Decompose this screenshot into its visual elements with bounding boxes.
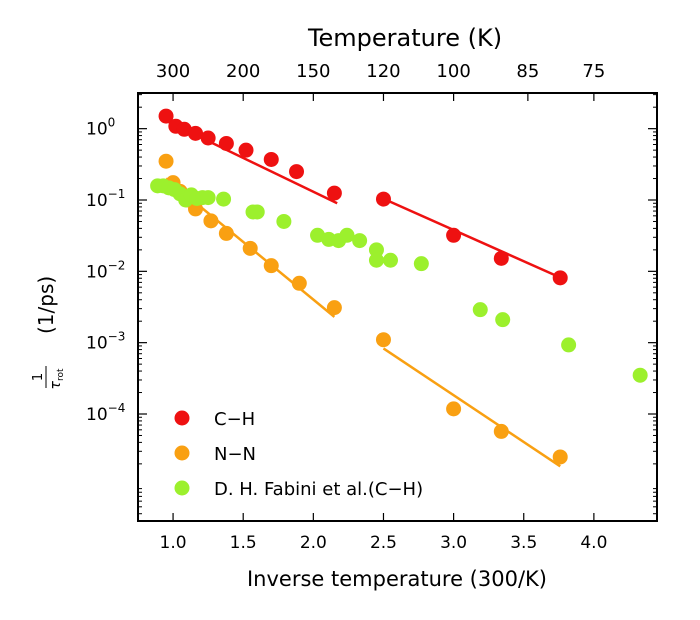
y-tick-label: 100 <box>86 116 115 140</box>
data-point-s0-13 <box>552 270 568 286</box>
data-point-s2-13 <box>276 213 292 229</box>
top-tick-label: 75 <box>582 61 605 82</box>
legend-label: N−N <box>214 444 256 465</box>
data-point-s1-6 <box>218 225 234 241</box>
data-point-s0-7 <box>263 151 279 167</box>
y-label-units: (1/ps) <box>34 276 58 334</box>
data-point-s1-8 <box>263 258 279 274</box>
data-point-s1-14 <box>552 449 568 465</box>
data-point-s1-0 <box>158 153 174 169</box>
data-point-s1-13 <box>493 423 509 439</box>
data-point-s2-10 <box>216 191 232 207</box>
plot-area <box>137 92 658 522</box>
y-tick-label: 10−3 <box>86 330 125 354</box>
data-point-s1-5 <box>203 213 219 229</box>
data-point-s2-24 <box>495 312 511 328</box>
data-point-s2-12 <box>249 204 265 220</box>
data-point-s2-17 <box>339 227 355 243</box>
data-point-s2-19 <box>368 242 384 258</box>
legend-label: D. H. Fabini et al.(C−H) <box>214 479 423 500</box>
data-point-s1-12 <box>446 401 462 417</box>
data-point-s0-0 <box>158 108 174 124</box>
data-point-s2-21 <box>382 252 398 268</box>
top-tick-label: 300 <box>156 61 190 82</box>
data-point-s0-10 <box>375 191 391 207</box>
top-tick-label: 150 <box>296 61 330 82</box>
x-tick-label: 3.5 <box>510 533 537 553</box>
data-point-s1-11 <box>375 332 391 348</box>
x-tick-label: 3.0 <box>440 533 467 553</box>
y-tick-label: 10−2 <box>86 258 125 282</box>
data-point-s2-20 <box>368 252 384 268</box>
x-tick-label: 2.0 <box>300 533 327 553</box>
data-point-s0-12 <box>493 250 509 266</box>
legend: C−H N−N D. H. Fabini et al.(C−H) <box>174 409 423 500</box>
y-label-denominator: τrot <box>48 368 66 389</box>
x-axis: 1.0 1.5 2.0 2.5 3.0 3.5 4.0 <box>160 513 607 553</box>
x-tick-label: 4.0 <box>580 533 607 553</box>
x-tick-label: 1.0 <box>160 533 187 553</box>
data-point-s1-10 <box>326 300 342 316</box>
data-point-s0-9 <box>326 185 342 201</box>
data-point-s2-25 <box>561 337 577 353</box>
legend-label: C−H <box>214 409 255 430</box>
top-axis: 300 200 150 120 100 85 75 <box>156 61 605 101</box>
y-label-numerator: 1 <box>31 373 46 381</box>
data-point-s2-23 <box>472 302 488 318</box>
top-tick-label: 85 <box>516 61 539 82</box>
data-point-s0-4 <box>200 130 216 146</box>
data-point-s0-8 <box>289 164 305 180</box>
legend-marker <box>174 445 190 461</box>
y-tick-label: 10−1 <box>86 187 125 211</box>
data-points <box>150 108 648 465</box>
x-tick-label: 1.5 <box>230 533 257 553</box>
legend-marker <box>174 410 190 426</box>
data-point-s2-18 <box>352 233 368 249</box>
data-point-s1-7 <box>242 240 258 256</box>
x-tick-label: 2.5 <box>370 533 397 553</box>
legend-marker <box>174 480 190 496</box>
top-axis-label: Temperature (K) <box>307 24 502 52</box>
top-tick-label: 100 <box>436 61 470 82</box>
fit-line-s0-1 <box>382 197 561 279</box>
y-tick-label: 10−4 <box>86 401 125 425</box>
fit-line-s1-1 <box>382 347 561 468</box>
data-point-s2-22 <box>413 256 429 272</box>
y-axis-label: 1 τrot (1/ps) <box>31 276 66 390</box>
data-point-s2-26 <box>632 367 648 383</box>
data-point-s0-6 <box>238 142 254 158</box>
data-point-s0-5 <box>218 135 234 151</box>
top-tick-label: 200 <box>226 61 260 82</box>
data-point-s0-11 <box>446 227 462 243</box>
data-point-s1-9 <box>291 275 307 291</box>
y-axis: 100 10−1 10−2 10−3 10−4 <box>86 94 657 515</box>
top-tick-label: 120 <box>366 61 400 82</box>
x-axis-label: Inverse temperature (300/K) <box>247 567 547 591</box>
data-point-s0-3 <box>188 125 204 141</box>
data-point-s2-9 <box>200 190 216 206</box>
